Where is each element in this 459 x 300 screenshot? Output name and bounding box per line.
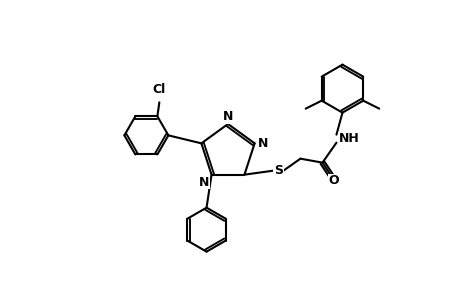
Text: NH: NH: [338, 132, 358, 145]
Text: O: O: [327, 174, 338, 187]
Text: N: N: [199, 176, 209, 189]
Text: N: N: [257, 137, 268, 150]
Text: N: N: [222, 110, 233, 123]
Text: S: S: [274, 164, 282, 177]
Text: Cl: Cl: [152, 83, 166, 96]
